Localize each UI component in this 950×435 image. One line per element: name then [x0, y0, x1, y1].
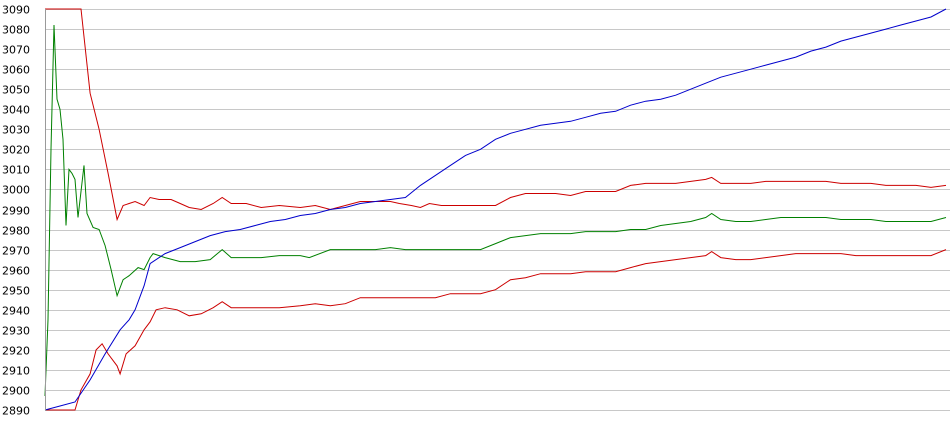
- series-line-3: [45, 249, 947, 411]
- y-tick-labels: 2890 2900 2910 2920 2930 2940 2950 2960 2970 2980…: [2, 4, 30, 418]
- y-tick-label: 3020: [2, 144, 30, 157]
- y-tick-label: 3000: [2, 184, 30, 197]
- y-tick-label: 3080: [2, 24, 30, 37]
- gridlines: [45, 9, 950, 411]
- y-tick-label: 3060: [2, 64, 30, 77]
- y-tick-label: 2930: [2, 325, 30, 338]
- y-tick-label: 2950: [2, 285, 30, 298]
- y-tick-label: 2960: [2, 265, 30, 278]
- y-tick-label: 2990: [2, 205, 30, 218]
- y-tick-label: 2890: [2, 405, 30, 418]
- y-tick-label: 3010: [2, 164, 30, 177]
- series-line-2: [44, 24, 947, 397]
- y-tick-label: 3030: [2, 124, 30, 137]
- y-tick-label: 3070: [2, 44, 30, 57]
- series-lines: [44, 8, 947, 411]
- y-tick-label: 2910: [2, 365, 30, 378]
- y-tick-label: 2900: [2, 385, 30, 398]
- y-tick-label: 3090: [2, 4, 30, 17]
- y-tick-label: 2920: [2, 345, 30, 358]
- y-tick-label: 2970: [2, 245, 30, 258]
- series-line-1: [45, 8, 947, 222]
- series-line-4: [44, 8, 947, 411]
- y-tick-label: 3040: [2, 104, 30, 117]
- y-tick-label: 2980: [2, 225, 30, 238]
- y-tick-label: 3050: [2, 84, 30, 97]
- y-tick-label: 2940: [2, 305, 30, 318]
